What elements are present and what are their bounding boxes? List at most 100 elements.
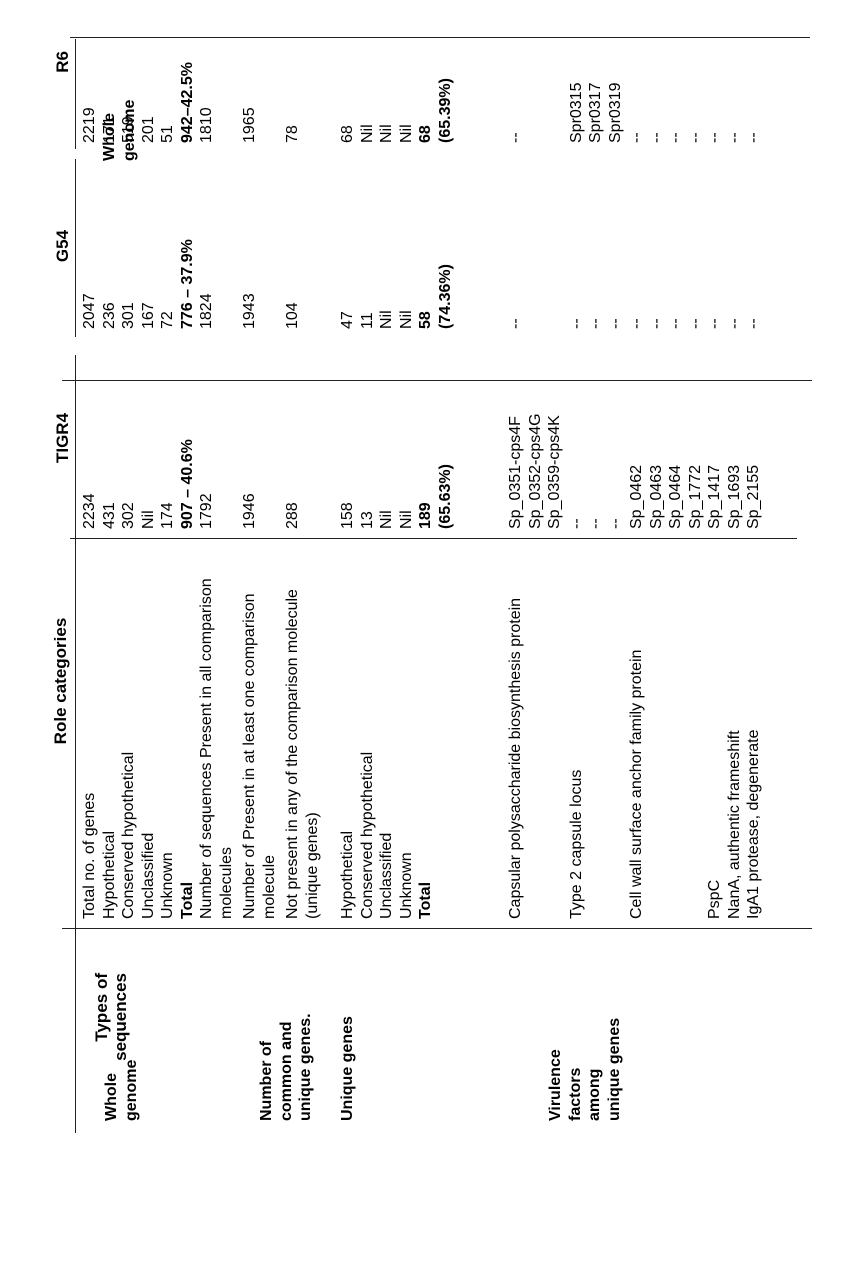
g54-cell: 236 [100,302,120,329]
r6-cell-line: 942–42.5% [178,62,196,143]
tigr4-cell-line: -- [587,518,604,529]
role-cell-line: PspC [706,879,723,919]
g54-cell-line: -- [628,318,645,329]
type-label-3-line: factors [566,1067,584,1121]
tigr4-cell: (65.63%) [436,464,456,529]
g54-cell-line: 2047 [81,293,98,329]
tigr4-cell: Sp_1417 [705,465,725,529]
role-cell: Number of Present in at least one compar… [240,594,279,920]
g54-cell-line: -- [587,318,604,329]
r6-cell-line: -- [647,132,665,143]
tigr4-cell-line: Sp_0352-cps4G [526,413,544,529]
r6-cell-line: -- [667,132,684,143]
r6-cell: 2219 [80,107,100,143]
tigr4-cell: 2234 [80,493,100,529]
r6-cell: Spr0315 Spr0317 Spr0319 [567,83,626,144]
g54-cell-line: -- [725,318,743,329]
role-cell-line: Conserved hypothetical [120,751,137,919]
role-cell: Unclassified [377,833,397,919]
role-cell: Total no. of genes [80,793,100,919]
tigr4-cell-line: -- [606,518,624,529]
r6-cell-line: -- [725,132,743,143]
tigr4-cell: Sp_1693 [725,465,745,529]
tigr4-cell: 431 [100,502,120,529]
tigr4-cell-line: Nil [378,510,395,529]
g54-cell: 58 [416,311,436,329]
r6-cell: Nil [397,124,417,143]
r6-cell: 201 [139,116,159,143]
tigr4-cell: -- -- -- [567,518,626,529]
r6-cell-line: Nil [378,124,395,143]
g54-cell-line: 72 [159,311,176,329]
role-cell-line: Capsular polysaccharide biosynthesis pro… [507,597,524,919]
tigr4-cell: 1946 [240,493,260,529]
role-cell: Cell wall surface anchor family protein [627,650,647,919]
role-cell-line: Type 2 capsule locus [567,769,585,919]
type-label-2-line: Unique genes [339,1016,356,1121]
type-label-1-line: Number of [258,1041,275,1121]
g54-cell-line: -- [507,318,524,329]
tigr4-cell: 907 – 40.6% [178,439,198,529]
g54-cell: -- -- -- [567,318,626,329]
r6-cell: -- [506,132,526,143]
r6-cell: -- -- -- -- [627,132,705,143]
tigr4-cell-line: -- [567,518,585,529]
type-label-1-line: common and [277,1021,295,1121]
g54-cell-line: 58 [417,311,434,329]
g54-cell: -- [705,318,725,329]
tigr4-cell-line: Sp_0462 [628,464,645,529]
role-cell-line: Conserved hypothetical [358,751,376,919]
header-rule-tigr4 [75,355,76,535]
role-cell: Conserved hypothetical [358,752,378,919]
header-r6: R6 [53,51,72,73]
tigr4-cell: Nil [139,510,159,529]
role-cell-line: Unclassified [378,832,395,919]
tigr4-cell-line: (65.63%) [436,464,454,529]
tigr4-cell-line: Sp_0464 [667,464,684,529]
g54-cell: Nil [397,310,417,329]
g54-cell: -- [506,318,526,329]
g54-cell: -- -- -- -- [627,318,705,329]
role-cell: Unknown [158,852,178,919]
role-cell: Number of sequences Present in all compa… [197,578,236,919]
g54-cell-line: 301 [120,302,137,329]
tigr4-cell-line: 158 [339,502,356,529]
tigr4-cell: 189 [416,502,436,529]
r6-cell: -- [744,132,764,143]
g54-cell: 11 [358,312,378,329]
tigr4-cell-line: Nil [397,510,415,529]
g54-cell-line: 104 [284,302,301,329]
r6-cell-line: Spr0319 [606,82,624,144]
header-g54: G54 [53,229,72,263]
tigr4-cell-line: Sp_2155 [745,464,762,529]
r6-cell-line: -- [628,132,645,143]
tigr4-cell: Nil [397,510,417,529]
r6-cell: 519 [119,116,139,143]
r6-cell: (65.39%) [436,78,456,143]
r6-cell: -- [725,132,745,143]
divider-section-3 [70,37,810,38]
type-label-0: Whole genome [102,1060,141,1121]
g54-cell-line: -- [686,318,704,329]
type-label-0-line: Whole [103,1073,120,1121]
role-cell: IgA1 protease, degenerate [744,730,764,919]
g54-cell-line: 11 [358,312,376,329]
g54-cell: 301 [119,302,139,329]
tigr4-cell: 174 [158,502,178,529]
role-cell-line: Hypothetical [339,830,356,919]
tigr4-cell-line: Sp_1772 [686,464,704,529]
tigr4-cell-line: 907 – 40.6% [178,439,196,529]
r6-cell-line: Spr0315 [567,82,585,144]
tigr4-cell-line: 2234 [81,493,98,529]
g54-cell: 47 [338,311,358,329]
g54-cell-line: 47 [339,311,356,329]
r6-cell: 942–42.5% [178,62,198,143]
type-label-2: Unique genes [338,1016,358,1121]
role-cell-line: Unknown [397,852,415,919]
g54-cell-line: -- [667,318,684,329]
r6-cell-line: Nil [397,124,415,143]
tigr4-cell-line: Sp_0463 [647,464,665,529]
r6-cell-line: Nil [358,124,376,143]
tigr4-cell-line: Sp_0359-cps4K [546,415,563,529]
